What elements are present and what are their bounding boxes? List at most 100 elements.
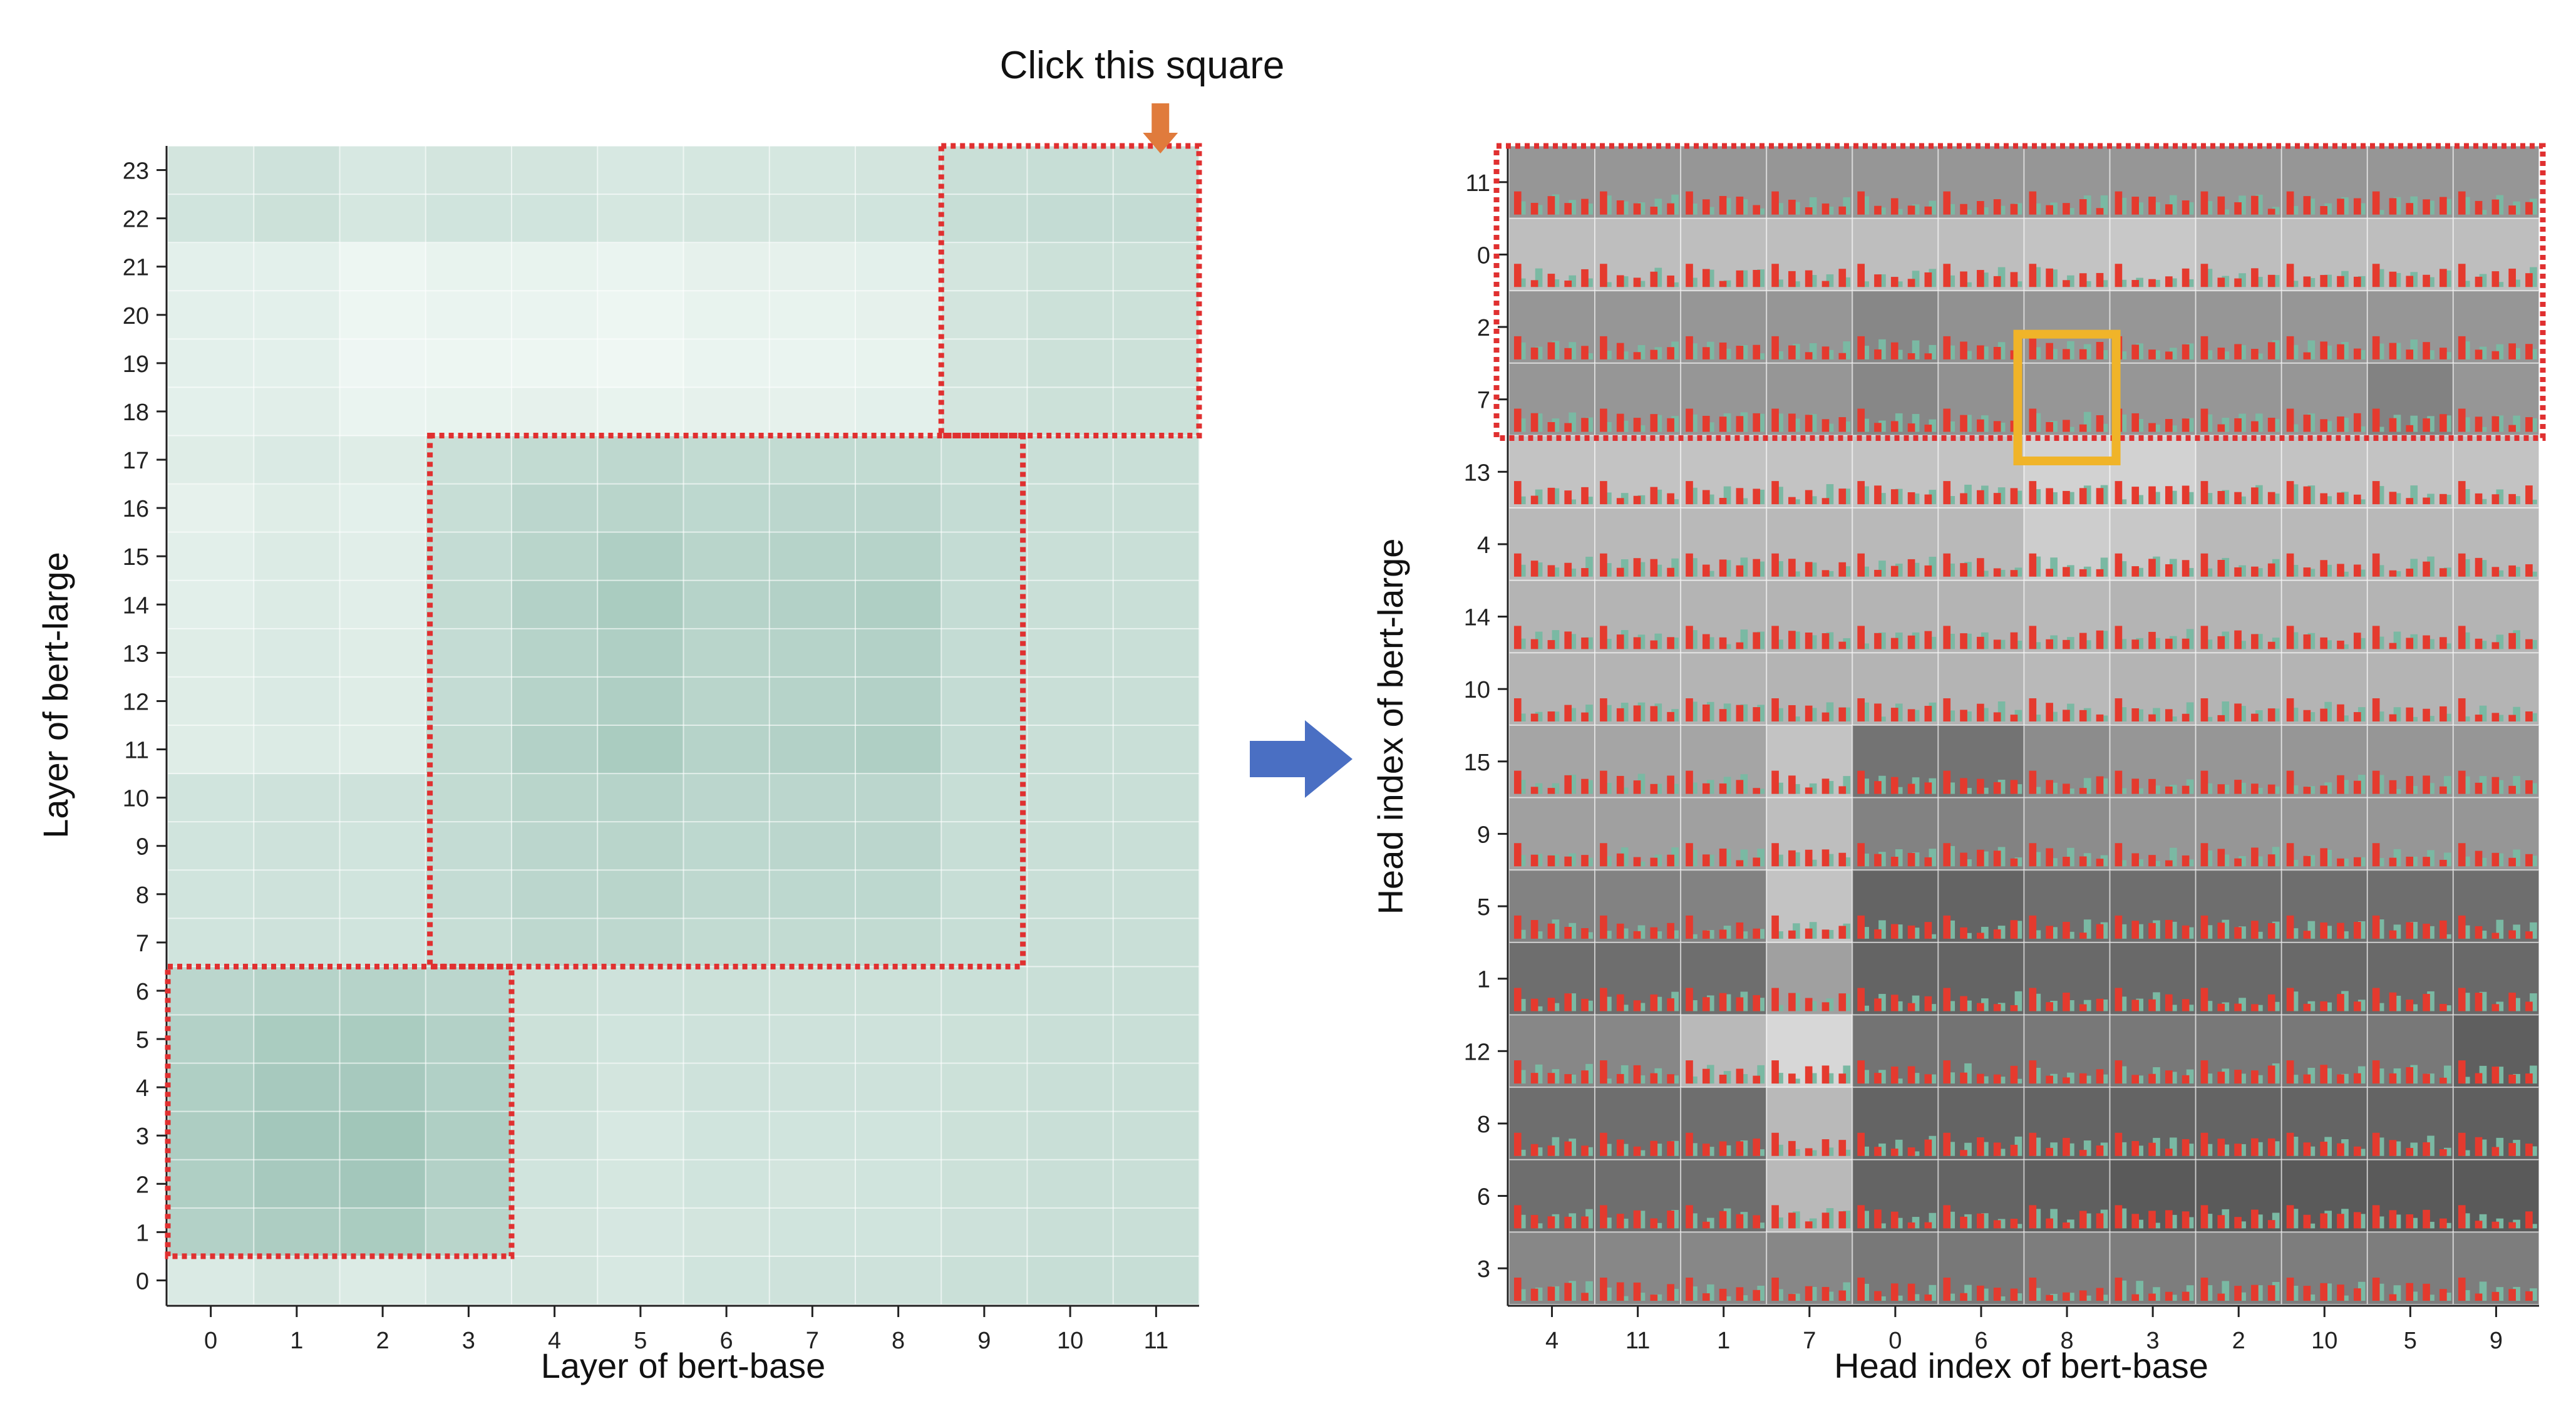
teal-bar [2169, 348, 2177, 359]
left-x-tick-label: 7 [806, 1328, 819, 1354]
red-bar [1616, 413, 1624, 432]
teal-bar [2307, 1001, 2316, 1011]
red-bar [1753, 488, 1761, 505]
teal-bar [1569, 200, 1577, 215]
teal-bar [1895, 787, 1903, 794]
teal-bar [1997, 779, 2006, 794]
teal-bar [1654, 996, 1662, 1011]
red-bar [1821, 849, 1830, 867]
red-bar [2286, 336, 2294, 359]
red-bar [2063, 280, 2070, 287]
teal-bar [2033, 347, 2041, 359]
red-bar [1960, 852, 1967, 867]
red-bar [1943, 1205, 1951, 1229]
teal-bar [1569, 499, 1577, 505]
teal-bar [2205, 1073, 2213, 1084]
head-cell-11-5 [1594, 869, 1682, 943]
teal-bar [1706, 929, 1714, 939]
red-bar [1993, 1074, 2001, 1084]
red-bar [1977, 636, 1984, 649]
teal-bar [2393, 343, 2401, 359]
layer-cell-11-23 [1113, 146, 1200, 195]
red-bar [1874, 781, 1882, 794]
teal-bar [2357, 350, 2366, 359]
layer-cell-2-1 [339, 1207, 426, 1257]
red-bar [1907, 423, 1915, 432]
red-bar [2165, 564, 2173, 577]
red-bar [2046, 569, 2053, 577]
red-bar [2182, 713, 2190, 721]
teal-bar [2083, 566, 2091, 577]
red-bar [1874, 423, 1882, 432]
red-bar [1788, 559, 1796, 577]
teal-bar [2324, 1137, 2332, 1156]
red-bar [1547, 998, 1555, 1011]
teal-bar [1671, 416, 1679, 432]
layer-cell-0-10 [168, 773, 254, 822]
teal-bar [1604, 1144, 1612, 1156]
teal-bar [2272, 1141, 2280, 1156]
red-bar [2182, 1075, 2190, 1084]
layer-cell-1-7 [254, 918, 340, 967]
layer-cell-8-9 [855, 822, 942, 871]
red-bar [1686, 408, 1693, 432]
teal-bar [1706, 995, 1714, 1011]
red-bar [1890, 777, 1899, 794]
layer-cell-5-19 [597, 339, 684, 388]
teal-bar [2067, 847, 2074, 867]
red-bar [1736, 642, 1744, 649]
red-bar [2251, 634, 2259, 649]
red-bar [2200, 698, 2208, 721]
teal-bar [1518, 713, 1526, 721]
teal-bar [2136, 924, 2144, 939]
teal-bar [2136, 709, 2144, 721]
red-bar [1564, 993, 1572, 1011]
layer-cell-3-11 [425, 725, 512, 774]
teal-bar [1843, 1149, 1851, 1156]
teal-bar [1895, 632, 1903, 649]
red-bar [1616, 923, 1624, 939]
teal-bar [2444, 495, 2451, 505]
teal-bar [2341, 271, 2349, 287]
red-bar [2337, 1284, 2344, 1301]
teal-bar [1723, 1145, 1731, 1156]
teal-bar [2205, 568, 2213, 577]
layer-cell-3-21 [425, 242, 512, 291]
teal-bar [2083, 411, 2091, 432]
teal-bar [2290, 632, 2299, 649]
red-bar [2217, 560, 2225, 577]
teal-bar [1757, 353, 1765, 359]
red-bar [2046, 1075, 2053, 1084]
teal-bar [2153, 1287, 2160, 1301]
red-bar [1960, 1072, 1967, 1084]
teal-bar [2136, 638, 2144, 649]
red-bar [1564, 926, 1572, 939]
red-bar [2372, 626, 2380, 649]
red-bar [1530, 202, 1538, 215]
red-bar [2217, 636, 2225, 649]
red-bar [1600, 1205, 1607, 1229]
layer-cell-4-13 [512, 628, 598, 678]
layer-cell-10-23 [1027, 146, 1114, 195]
teal-bar [1843, 341, 1851, 359]
teal-bar [2341, 342, 2349, 359]
teal-bar [2427, 200, 2434, 215]
teal-bar [2153, 279, 2160, 287]
teal-bar [2100, 715, 2108, 721]
red-bar [2389, 343, 2397, 359]
layer-cell-2-10 [339, 773, 426, 822]
red-bar [1890, 489, 1899, 505]
red-bar [2217, 849, 2225, 867]
teal-bar [2376, 857, 2384, 867]
teal-bar [2222, 784, 2230, 794]
teal-bar [2136, 202, 2144, 215]
teal-bar [1604, 1217, 1612, 1229]
red-bar [2303, 352, 2311, 359]
teal-bar [2393, 924, 2401, 939]
teal-bar [2496, 1218, 2504, 1229]
teal-bar [2100, 1074, 2108, 1084]
red-bar [1600, 191, 1607, 215]
red-bar [1633, 1000, 1641, 1011]
red-bar [2029, 553, 2037, 577]
teal-bar [1997, 1003, 2006, 1011]
